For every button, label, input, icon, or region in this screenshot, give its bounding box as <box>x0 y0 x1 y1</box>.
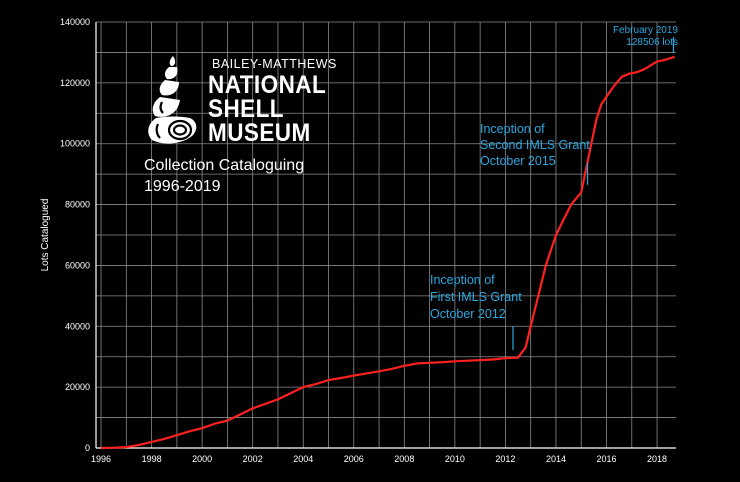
x-tick-label: 1996 <box>91 454 111 464</box>
x-tick-label: 2000 <box>192 454 212 464</box>
y-tick-label: 40000 <box>65 321 90 331</box>
chart-date-range: 1996-2019 <box>144 178 221 195</box>
y-tick-label: 0 <box>85 443 90 453</box>
annotation-latest-total: 128506 lots <box>626 37 678 48</box>
y-tick-label: 60000 <box>65 260 90 270</box>
brand-line-shell: SHELL <box>208 95 285 123</box>
chart-subtitle: Collection Cataloguing <box>144 157 305 174</box>
y-tick-label: 100000 <box>60 139 90 149</box>
y-axis-label: Lots Catalogued <box>40 199 51 272</box>
annotation-first-grant: First IMLS Grant <box>430 290 522 304</box>
series-line-group <box>101 55 675 450</box>
x-axis-ticks: 1996 1998 2000 2002 2004 2006 2008 2010 2012 2014… <box>91 454 667 464</box>
annotations: Inception of First IMLS Grant October 2012… <box>430 25 678 350</box>
brand-line-museum: MUSEUM <box>208 119 311 147</box>
grid-lines <box>96 21 676 448</box>
y-tick-label: 80000 <box>65 200 90 210</box>
x-tick-label: 2016 <box>596 454 616 464</box>
x-tick-label: 2006 <box>344 454 364 464</box>
x-tick-label: 2004 <box>293 454 313 464</box>
x-tick-label: 2010 <box>445 454 465 464</box>
x-tick-label: 1998 <box>142 454 162 464</box>
y-axis-ticks: 0 20000 40000 60000 80000 100000 120000 140000 <box>60 17 90 453</box>
axes <box>95 22 676 449</box>
shell-icon <box>148 56 197 144</box>
brand-line-bailey-matthews: BAILEY-MATTHEWS <box>212 57 337 71</box>
x-tick-label: 2012 <box>495 454 515 464</box>
series-line <box>101 55 675 450</box>
annotation-first-grant: October 2012 <box>430 307 506 321</box>
annotation-second-grant: Inception of <box>480 122 545 136</box>
annotation-second-grant: October 2015 <box>480 154 556 168</box>
annotation-latest-total: February 2019 <box>613 25 678 36</box>
x-tick-label: 2002 <box>243 454 263 464</box>
x-tick-label: 2008 <box>394 454 414 464</box>
brand-line-national: NATIONAL <box>208 71 327 99</box>
x-tick-label: 2018 <box>647 454 667 464</box>
y-tick-label: 20000 <box>65 382 90 392</box>
annotation-second-grant: Second IMLS Grant <box>480 138 590 152</box>
annotation-first-grant: Inception of <box>430 273 495 287</box>
x-tick-label: 2014 <box>546 454 566 464</box>
y-tick-label: 140000 <box>60 17 90 27</box>
museum-logo: BAILEY-MATTHEWS NATIONAL SHELL MUSEUM Co… <box>142 52 362 202</box>
y-tick-label: 120000 <box>60 78 90 88</box>
